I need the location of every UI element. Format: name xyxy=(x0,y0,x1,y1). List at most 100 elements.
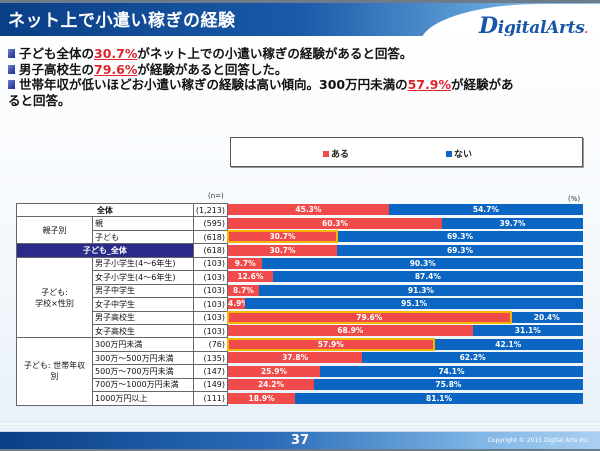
bar-segment-no: 95.1% xyxy=(245,298,583,310)
bar-row: 9.7% 90.3% xyxy=(228,258,583,269)
data-label-yes: 60.3% xyxy=(322,218,349,228)
bar-row: 30.7% 69.3% xyxy=(228,231,583,243)
sample-size: (618) xyxy=(192,243,229,258)
bullet-text: 子ども全体の xyxy=(19,46,95,61)
bullet-text: がネット上での小遣い稼ぎの経験があると回答。 xyxy=(137,46,413,61)
digitalarts-logo: DigitalArts. xyxy=(479,13,588,36)
row-label: 300万円未満 xyxy=(92,337,194,352)
logo-dot: . xyxy=(584,25,588,36)
slide-header: ネット上で小遣い稼ぎの経験 DigitalArts. xyxy=(0,0,600,36)
bar-segment-no: 42.1% xyxy=(433,338,583,350)
row-label: 子ども xyxy=(92,229,194,245)
group-label: 子ども: 世帯年収別 xyxy=(15,337,94,406)
table-row: 女子中学生 (103) xyxy=(17,297,229,312)
bullet-highlight: 30.7% xyxy=(94,46,138,61)
data-label-yes: 24.2% xyxy=(257,380,284,390)
bar-segment-no: 90.3% xyxy=(262,258,583,269)
bar-row: 57.9% 42.1% xyxy=(228,338,583,350)
bar-segment-yes: 30.7% xyxy=(228,244,337,256)
bullet-highlight: 79.6% xyxy=(94,61,138,77)
data-label-no: 42.1% xyxy=(495,339,522,349)
data-label-no: 91.3% xyxy=(407,285,434,295)
bar-segment-yes: 24.2% xyxy=(228,379,314,391)
row-label: 全体 xyxy=(16,202,194,218)
legend-item-no: ない xyxy=(446,147,472,160)
bar-row: 25.9% 74.1% xyxy=(228,365,583,377)
legend-label: ない xyxy=(454,150,473,160)
bullet-square-icon xyxy=(8,49,15,58)
sample-size: (76) xyxy=(192,337,229,352)
bar-segment-no: 74.1% xyxy=(319,365,583,377)
sample-size: (595) xyxy=(192,216,229,231)
data-label-no: 75.8% xyxy=(435,380,462,390)
bullet-2: 男子高校生の79.6%が経験があると回答した。 xyxy=(8,62,588,78)
footer-bottom-line xyxy=(0,449,600,451)
bullet-text: が経験があると回答した。 xyxy=(137,61,288,77)
table-row: 子ども: 学校×性別 男子小学生(4〜6年生) (103) xyxy=(15,256,229,339)
data-label-no: 39.7% xyxy=(499,218,526,228)
logo-text: igitalArts xyxy=(497,18,585,36)
sample-size: (103) xyxy=(192,270,229,285)
data-label-no: 69.3% xyxy=(446,245,473,255)
table-row: 男子中学生 (103) xyxy=(17,283,229,299)
bar-row: 68.9% 31.1% xyxy=(228,325,583,337)
data-label-no: 90.3% xyxy=(409,259,436,268)
bar-segment-no: 69.3% xyxy=(336,231,583,243)
data-label-yes: 45.3% xyxy=(295,205,322,215)
table-row: 700万〜1000万円未満 (149) xyxy=(17,377,229,393)
group-label: 子ども: 学校×性別 xyxy=(15,256,94,339)
bar-segment-yes: 45.3% xyxy=(228,204,389,216)
bar-segment-no: 31.1% xyxy=(472,325,583,337)
table-row: 子ども_全体 (618) xyxy=(16,243,229,258)
bar-segment-no: 91.3% xyxy=(258,284,583,296)
data-label-yes: 8.7% xyxy=(233,285,254,295)
bullet-3: 世帯年収が低いほどお小遣い稼ぎの経験は高い傾向。300万円未満の57.9%が経験… xyxy=(8,77,588,93)
bar-segment-yes: 8.7% xyxy=(228,284,259,296)
table-row: 男子高校生 (103) xyxy=(17,310,229,325)
bullet-square-icon xyxy=(8,64,15,74)
sample-size: (103) xyxy=(192,283,229,299)
bar-row: 45.3% 54.7% xyxy=(228,204,583,216)
category-table: 全体 (1,213) 親子別親 (595) 子ども (618) 子ども_全体 (618) 子ども… xyxy=(15,202,229,406)
bar-segment-no: 20.4% xyxy=(510,311,583,323)
legend-label: ある xyxy=(331,150,350,160)
row-label: 男子中学生 xyxy=(92,283,194,299)
data-label-yes: 37.8% xyxy=(282,353,309,363)
legend-swatch-yes xyxy=(323,150,329,157)
data-label-yes: 4.9% xyxy=(228,299,249,309)
bullet-1: 子ども全体の30.7%がネット上での小遣い稼ぎの経験があると回答。 xyxy=(8,46,588,62)
bar-row: 79.6% 20.4% xyxy=(228,311,583,323)
bullet-highlight: 57.9% xyxy=(407,77,451,92)
bar-segment-yes: 68.9% xyxy=(228,325,473,337)
bar-row: 8.7% 91.3% xyxy=(228,284,583,296)
row-label: 女子小学生(4〜6年生) xyxy=(92,270,194,285)
bar-segment-yes: 18.9% xyxy=(228,392,296,404)
footer-stripes xyxy=(0,422,600,430)
sample-size: (111) xyxy=(192,391,229,406)
row-label: 1000万円以上 xyxy=(92,391,194,406)
data-label-no: 31.1% xyxy=(514,326,541,336)
bar-row: 37.8% 62.2% xyxy=(228,352,583,364)
row-label: 男子小学生(4〜6年生) xyxy=(92,256,194,272)
table-row: 全体 (1,213) xyxy=(16,202,229,218)
bar-segment-yes: 37.8% xyxy=(228,352,363,364)
data-label-yes: 12.6% xyxy=(237,272,264,282)
sample-size: (135) xyxy=(192,350,229,366)
row-label: 女子中学生 xyxy=(92,297,194,312)
bar-segment-no: 87.4% xyxy=(272,271,583,283)
slide-footer: 37 Copyright © 2015 Digital Arts Inc. xyxy=(0,431,600,451)
sample-size: (103) xyxy=(192,323,229,339)
bullet-3-continuation: ると回答。 xyxy=(8,92,71,108)
data-label-no: 62.2% xyxy=(459,353,486,363)
data-label-no: 54.7% xyxy=(472,205,499,215)
data-label-yes: 18.9% xyxy=(248,393,275,403)
copyright: Copyright © 2015 Digital Arts Inc. xyxy=(487,437,590,444)
slide-title: ネット上で小遣い稼ぎの経験 xyxy=(8,11,236,31)
bar-segment-yes: 79.6% xyxy=(228,311,511,323)
data-label-yes: 9.7% xyxy=(234,259,256,268)
table-row: 1000万円以上 (111) xyxy=(17,391,229,406)
data-label-no: 95.1% xyxy=(401,299,428,309)
bar-row: 18.9% 81.1% xyxy=(228,392,583,404)
sample-size: (149) xyxy=(192,377,229,393)
bullet-text: 世帯年収が低いほどお小遣い稼ぎの経験は高い傾向。300万円未満の xyxy=(19,77,408,92)
